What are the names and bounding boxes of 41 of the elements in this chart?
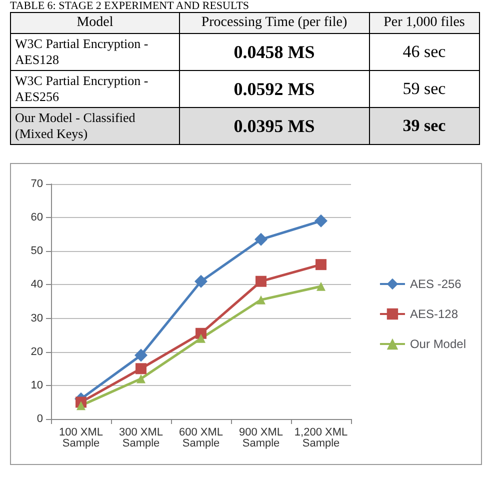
point [194,274,208,288]
text: TABLE 6: STAGE 2 EXPERIMENT AND RESULTS [10,0,250,12]
category-label: Processing Time (per file) [180,12,369,34]
text: W3C Partial Encryption - AES128 [10,34,180,70]
legend-label: AES -256 [410,277,462,291]
point [316,259,326,270]
x-tick-label: 600 XML Sample [178,426,224,450]
x-tick-label: 900 XML Sample [238,426,284,450]
y-tick-label: 20 [30,346,43,358]
text: 0.0395 MS [180,108,369,144]
y-tick-label: 50 [30,245,43,258]
x-tick-label: 1,200 XML Sample [294,426,348,450]
legend-label: Our Model [410,337,466,351]
point [254,232,268,246]
text: Our Model - Classified (Mixed Keys) [10,108,180,144]
y-tick-label: 70 [30,178,43,190]
x-tick-label: 300 XML Sample [118,426,164,450]
text: 39 sec [369,108,480,144]
y-tick-label: 40 [30,278,43,291]
point [196,334,206,343]
point [256,295,266,304]
point [136,363,146,374]
point [136,374,146,384]
legend-label: AES-128 [410,307,458,321]
category-label: Per 1,000 files [369,12,480,34]
text: 0.0458 MS [180,34,369,70]
point [314,214,328,228]
category-label: Model [10,12,180,34]
text: 0.0592 MS [180,70,369,108]
x-tick-label: 100 XML Sample [58,426,104,450]
text: W3C Partial Encryption - AES256 [10,70,180,108]
y-tick-label: 60 [30,212,43,224]
text: 59 sec [369,70,480,108]
point [76,401,86,410]
point [316,282,326,291]
y-tick-label: 10 [30,379,43,392]
text: 46 sec [369,34,480,70]
y-tick-label: 0 [36,413,43,425]
point [134,348,148,362]
point [256,276,266,287]
y-tick-label: 30 [30,312,43,324]
